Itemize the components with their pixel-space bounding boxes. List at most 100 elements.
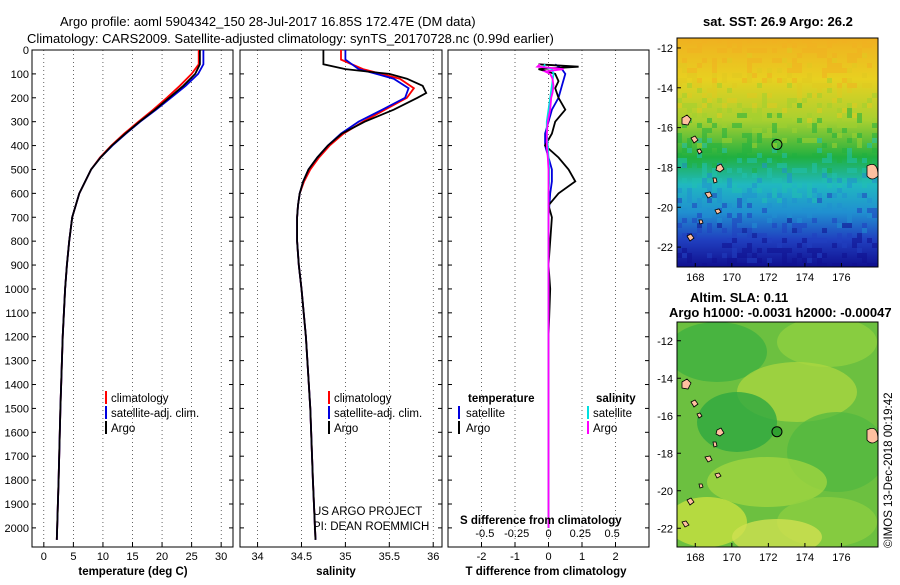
sst-pixel <box>742 108 747 113</box>
sst-pixel <box>682 93 687 98</box>
sst-pixel <box>777 113 782 118</box>
ytick-label: 500 <box>11 164 29 176</box>
sst-pixel <box>862 53 867 58</box>
sst-pixel <box>752 143 757 148</box>
sst-pixel <box>832 98 837 103</box>
sst-pixel <box>867 198 872 203</box>
sst-pixel <box>847 68 852 73</box>
sst-pixel <box>702 193 707 198</box>
sst-pixel <box>787 103 792 108</box>
sst-pixel <box>772 58 777 63</box>
sst-pixel <box>872 263 877 267</box>
legend2-sat-label: satellite-adj. clim. <box>334 408 422 420</box>
sst-pixel <box>812 238 817 243</box>
sst-pixel <box>767 158 772 163</box>
sst-pixel <box>812 233 817 238</box>
sst-pixel <box>842 193 847 198</box>
xtick-label: 0 <box>545 551 551 563</box>
sst-map-frame <box>676 37 879 268</box>
sst-pixel <box>737 228 742 233</box>
map-ytick-label: -14 <box>657 83 673 95</box>
sst-pixel <box>757 258 762 263</box>
sst-pixel <box>837 123 842 128</box>
sst-pixel <box>822 83 827 88</box>
sst-pixel <box>837 108 842 113</box>
sst-pixel <box>822 53 827 58</box>
sst-pixel <box>737 198 742 203</box>
sst-pixel <box>692 103 697 108</box>
sst-pixel <box>832 68 837 73</box>
xtick-label: 35 <box>339 551 351 563</box>
sst-pixel <box>722 228 727 233</box>
sst-pixel <box>837 113 842 118</box>
sst-pixel <box>697 138 702 143</box>
xtick-label: 2 <box>612 551 618 563</box>
sst-pixel <box>817 198 822 203</box>
sst-pixel <box>827 58 832 63</box>
sst-pixel <box>677 253 682 258</box>
sst-pixel <box>872 208 877 213</box>
sst-pixel <box>757 133 762 138</box>
sst-pixel <box>717 38 722 43</box>
sst-pixel <box>787 63 792 68</box>
sst-pixel <box>817 123 822 128</box>
sst-pixel <box>747 73 752 78</box>
sst-pixel <box>812 163 817 168</box>
sst-pixel <box>682 208 687 213</box>
sst-pixel <box>822 143 827 148</box>
sst-pixel <box>757 108 762 113</box>
sst-pixel <box>847 103 852 108</box>
legend3-t-head: temperature <box>468 393 534 405</box>
sst-pixel <box>852 238 857 243</box>
sst-pixel <box>782 258 787 263</box>
sst-pixel <box>772 148 777 153</box>
sst-pixel <box>707 143 712 148</box>
sst-pixel <box>857 193 862 198</box>
sst-pixel <box>717 148 722 153</box>
sst-pixel <box>792 68 797 73</box>
ytick-label: 1200 <box>5 332 29 344</box>
sst-pixel <box>757 188 762 193</box>
sst-pixel <box>707 118 712 123</box>
legend2-clim-label: climatology <box>334 393 392 405</box>
sst-pixel <box>777 58 782 63</box>
sst-pixel <box>797 138 802 143</box>
sst-pixel <box>722 103 727 108</box>
sst-pixel <box>747 143 752 148</box>
sst-pixel <box>727 88 732 93</box>
sst-pixel <box>757 68 762 73</box>
sst-pixel <box>792 188 797 193</box>
sst-pixel <box>767 193 772 198</box>
sst-pixel <box>862 103 867 108</box>
sst-pixel <box>687 38 692 43</box>
sst-pixel <box>837 183 842 188</box>
sst-pixel <box>752 93 757 98</box>
sst-pixel <box>712 68 717 73</box>
sst-pixel <box>797 93 802 98</box>
sst-pixel <box>722 78 727 83</box>
sst-pixel <box>727 238 732 243</box>
ytick-label: 600 <box>11 188 29 200</box>
sst-pixel <box>847 223 852 228</box>
map-xtick-label: 168 <box>686 552 704 564</box>
sst-pixel <box>687 108 692 113</box>
sla-map-frame <box>676 321 879 548</box>
sst-pixel <box>707 173 712 178</box>
sst-pixel <box>747 53 752 58</box>
sst-pixel <box>772 223 777 228</box>
xtick-label: 1 <box>579 551 585 563</box>
sst-pixel <box>817 138 822 143</box>
sst-pixel <box>797 63 802 68</box>
sst-pixel <box>807 183 812 188</box>
sst-pixel <box>797 168 802 173</box>
sst-pixel <box>857 113 862 118</box>
sst-pixel <box>692 158 697 163</box>
sst-pixel <box>852 133 857 138</box>
sst-pixel <box>752 173 757 178</box>
sst-pixel <box>787 178 792 183</box>
sst-map-title: sat. SST: 26.9 Argo: 26.2 <box>703 14 853 29</box>
sst-pixel <box>677 163 682 168</box>
sst-pixel <box>862 83 867 88</box>
sla-map-title-1: Altim. SLA: 0.11 <box>690 290 788 305</box>
sst-pixel <box>867 43 872 48</box>
